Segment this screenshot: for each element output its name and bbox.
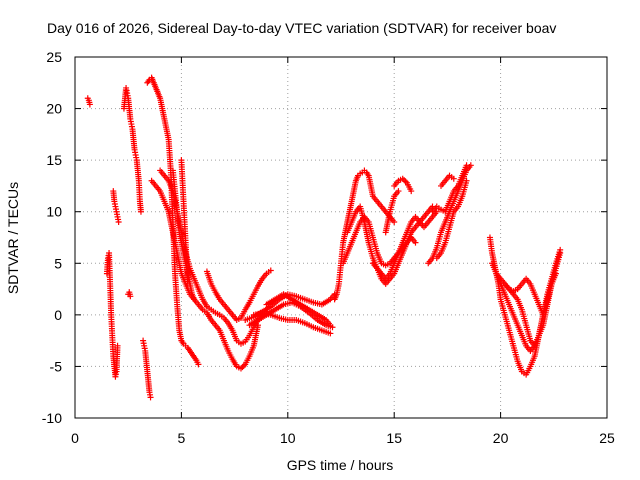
x-tick-labels: 0 5 10 15 20 25 <box>71 430 615 446</box>
data-point <box>408 188 415 195</box>
data-point <box>184 280 191 287</box>
series-s17 <box>331 167 398 303</box>
series-s4 <box>125 289 134 300</box>
series-s3 <box>110 188 122 226</box>
y-tick-labels: -10 -5 0 5 10 15 20 25 <box>42 49 62 426</box>
series-s6 <box>140 337 154 401</box>
series-s24 <box>429 162 470 215</box>
series-s30 <box>501 275 547 318</box>
data-point <box>557 246 564 253</box>
data-point <box>395 188 402 195</box>
series-s2 <box>103 249 121 380</box>
data-point <box>412 239 419 246</box>
series-s19 <box>344 203 419 287</box>
data-point <box>267 267 274 274</box>
x-tick-label: 5 <box>178 430 186 446</box>
series-s25 <box>433 177 470 262</box>
data-point <box>86 101 93 108</box>
data-point-fill <box>401 177 408 184</box>
y-tick-label: 0 <box>54 307 62 323</box>
x-tick-label: 20 <box>493 430 509 446</box>
data-point-fill <box>239 364 246 371</box>
series-s23 <box>425 162 474 267</box>
series-s10 <box>169 167 198 303</box>
y-tick-label: 15 <box>46 152 62 168</box>
data-points <box>84 74 564 401</box>
data-point <box>327 322 334 329</box>
series-s22 <box>382 188 402 236</box>
series-s8 <box>148 177 262 372</box>
series-s20 <box>369 208 440 282</box>
series-s1 <box>84 95 93 108</box>
x-tick-label: 10 <box>280 430 296 446</box>
y-tick-label: -5 <box>50 358 63 374</box>
series-s11 <box>178 157 191 287</box>
plot-frame <box>74 56 608 419</box>
y-axis-label: SDTVAR / TECUs <box>5 182 21 294</box>
data-point <box>463 177 470 184</box>
x-tick-label: 0 <box>71 430 79 446</box>
x-tick-marks <box>74 57 608 418</box>
data-point <box>127 293 134 300</box>
series-s21 <box>391 175 415 195</box>
data-point <box>191 296 198 303</box>
x-tick-label: 25 <box>599 430 615 446</box>
y-tick-marks <box>75 56 607 419</box>
data-point <box>137 208 144 215</box>
series-s5 <box>120 84 144 215</box>
series-s15 <box>250 309 334 337</box>
series-s26 <box>438 172 457 189</box>
data-point <box>115 219 122 226</box>
data-point <box>463 162 470 169</box>
y-tick-label: -10 <box>42 410 62 426</box>
y-tick-label: 20 <box>46 101 62 117</box>
y-tick-label: 10 <box>46 204 62 220</box>
x-axis-label: GPS time / hours <box>287 457 394 473</box>
series-s12 <box>203 267 274 324</box>
data-point <box>147 394 154 401</box>
chart-title: Day 016 of 2026, Sidereal Day-to-day VTE… <box>47 20 556 36</box>
grid-lines <box>75 57 607 418</box>
x-tick-label: 15 <box>386 430 402 446</box>
data-point <box>114 342 121 349</box>
y-tick-label: 25 <box>46 49 62 65</box>
series-s16 <box>263 291 334 329</box>
data-point <box>195 361 202 368</box>
data-point <box>450 175 457 182</box>
y-tick-label: 5 <box>54 255 62 271</box>
data-point <box>540 311 547 318</box>
data-point <box>327 330 334 337</box>
data-point <box>391 219 398 226</box>
series-s7 <box>144 74 202 368</box>
